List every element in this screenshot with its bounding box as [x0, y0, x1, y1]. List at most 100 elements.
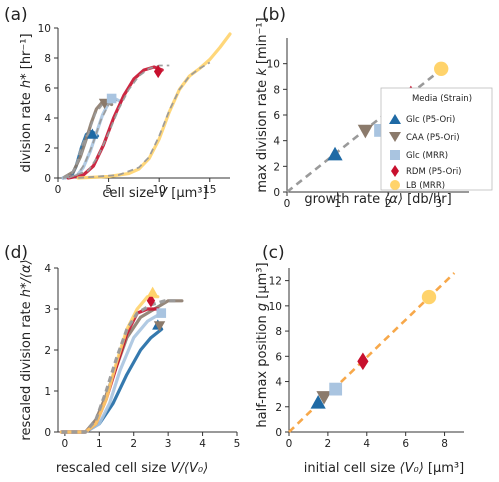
y-tick-label: 2	[44, 345, 51, 357]
y-tick-label: 10	[269, 301, 282, 313]
y-tick-label: 8	[275, 326, 282, 338]
y-tick-label: 2	[273, 161, 280, 173]
panel-c: (c) 0 2 4 6 8 0 2 4 6 8 10 12 initial cell size ⟨V₀…	[255, 243, 464, 476]
legend-entry-label: Glc (P5-Ori)	[406, 115, 455, 125]
legend-triangle-down-icon	[389, 132, 401, 142]
panel-b-label: (b)	[262, 5, 286, 25]
x-tick-label: 5	[234, 438, 241, 450]
x-tick-label: 4	[363, 438, 370, 450]
y-tick-label: 4	[275, 377, 282, 389]
y-tick-label: 1	[44, 386, 51, 398]
y-tick-label: 6	[273, 110, 280, 122]
legend-circle-icon	[390, 180, 400, 190]
x-tick-label: 2	[130, 438, 137, 450]
legend-entry: Glc (MRR)	[390, 150, 448, 161]
y-tick-label: 2	[44, 143, 51, 155]
plot-a: 0 5 10 15 0 2 4 6 8 10	[38, 23, 232, 196]
x-tick-label: 0	[62, 438, 69, 450]
x-tick-label: 0	[55, 184, 62, 196]
panel-c-xlabel: initial cell size ⟨V₀⟩ [µm³]	[304, 461, 464, 476]
triangle-marker	[327, 146, 343, 161]
y-tick-label: 12	[269, 276, 282, 288]
y-tick-label: 10	[38, 23, 51, 35]
x-tick-label: 4	[199, 438, 206, 450]
y-tick-label: 2	[275, 402, 282, 414]
y-tick-label: 4	[44, 113, 51, 125]
panel-c-label: (c)	[262, 243, 285, 263]
legend-square-icon	[390, 150, 400, 160]
legend-entry: LB (MRR)	[390, 180, 445, 191]
y-tick-label: 0	[273, 187, 280, 199]
series-line	[59, 311, 163, 434]
triangle-down-marker	[316, 391, 332, 405]
panel-a-label: (a)	[4, 5, 28, 25]
panel-d-label: (d)	[4, 243, 28, 263]
y-tick-label: 3	[44, 304, 51, 316]
diamond-marker	[146, 294, 156, 308]
legend-box	[380, 87, 493, 191]
panel-a-xlabel: cell size V [µm³]	[102, 186, 207, 201]
legend-entry-label: CAA (P5-Ori)	[406, 133, 460, 143]
panel-d-ylabel: rescaled division rate h*/⟨α⟩	[19, 259, 34, 440]
y-tick-label: 0	[44, 173, 51, 185]
panel-c-ylabel: half-max position g [µm³]	[255, 262, 270, 427]
plot-d: 0 1 2 3 4 5 0 1 2 3 4	[44, 263, 240, 450]
fit-line	[61, 299, 179, 434]
legend-triangle-icon	[389, 114, 401, 124]
x-tick-label: 0	[284, 198, 291, 210]
x-tick-label: 3	[165, 438, 172, 450]
panel-a: (a) 0 5 10 15 0 2 4 6 8 10 cell size V [µm³] divi…	[4, 5, 232, 201]
x-tick-label: 1	[334, 198, 341, 210]
square-marker	[329, 382, 343, 396]
y-tick-label: 10	[267, 59, 280, 71]
panel-b-ylabel: max division rate k [min⁻¹]	[255, 17, 270, 192]
legend-entry: RDM (P5-Ori)	[391, 165, 462, 177]
diamond-marker	[153, 64, 163, 79]
fit-line	[67, 64, 170, 179]
y-tick-label: 6	[44, 83, 51, 95]
y-tick-label: 4	[44, 263, 51, 275]
circle-marker	[421, 289, 437, 305]
series-line	[76, 32, 232, 180]
x-tick-label: 2	[325, 438, 332, 450]
x-tick-label: 3	[435, 198, 442, 210]
fit-line	[62, 99, 118, 179]
panel-a-ylabel: division rate h* [hr⁻¹]	[19, 33, 34, 172]
y-tick-label: 8	[273, 84, 280, 96]
triangle-marker	[310, 394, 326, 409]
y-tick-label: 0	[275, 427, 282, 439]
y-tick-label: 4	[273, 136, 280, 148]
plot-c: 0 2 4 6 8 0 2 4 6 8 10 12	[269, 268, 464, 450]
square-marker	[106, 93, 117, 104]
x-tick-label: 8	[441, 438, 448, 450]
triangle-down-marker	[153, 321, 166, 332]
x-tick-label: 6	[402, 438, 409, 450]
triangle-marker	[86, 128, 99, 139]
panel-d: (d) 0 1 2 3 4 5 0 1 2 3 4 rescaled cell size V/⟨V₀…	[4, 243, 240, 476]
panel-b-xlabel: growth rate ⟨α⟩ [db/hr]	[304, 192, 451, 207]
x-tick-label: 5	[105, 184, 112, 196]
y-tick-label: 8	[44, 53, 51, 65]
legend-entry-label: LB (MRR)	[406, 181, 445, 191]
legend: Media (Strain) Glc (P5-Ori) CAA (P5-Ori)…	[380, 87, 493, 191]
x-tick-label: 1	[96, 438, 103, 450]
legend-entry-label: RDM (P5-Ori)	[406, 167, 462, 177]
square-marker	[156, 308, 167, 318]
diamond-marker	[357, 352, 369, 371]
x-tick-label: 0	[286, 438, 293, 450]
legend-entry: CAA (P5-Ori)	[389, 132, 460, 143]
legend-diamond-icon	[391, 165, 399, 177]
y-tick-label: 0	[44, 427, 51, 439]
x-tick-label: 10	[152, 184, 165, 196]
x-tick-label: 15	[203, 184, 216, 196]
legend-entry-label: Glc (MRR)	[406, 151, 448, 161]
circle-marker	[433, 61, 449, 76]
triangle-marker	[146, 286, 159, 297]
panel-d-xlabel: rescaled cell size V/⟨V₀⟩	[56, 461, 208, 476]
legend-entry: Glc (P5-Ori)	[389, 114, 455, 125]
fit-line	[78, 61, 211, 179]
triangle-down-marker	[357, 124, 373, 139]
y-tick-label: 6	[275, 351, 282, 363]
